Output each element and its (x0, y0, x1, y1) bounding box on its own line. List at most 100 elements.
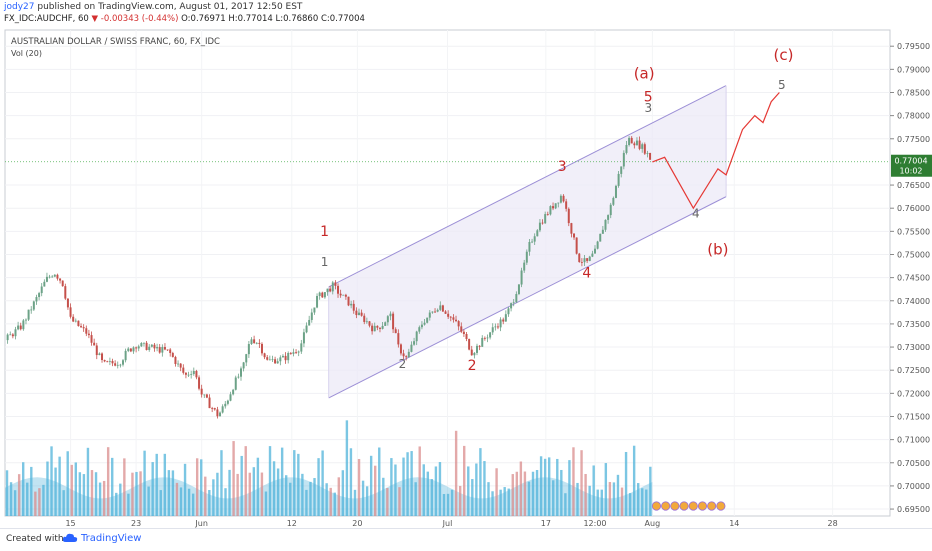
volume-bar (46, 461, 49, 516)
projection-path[interactable] (652, 92, 780, 210)
wave-label[interactable]: (a) (634, 65, 655, 83)
candle-body (434, 311, 437, 313)
volume-bar (527, 481, 531, 516)
volume-bar (86, 447, 90, 516)
candle-body (45, 276, 48, 282)
volume-bar (183, 463, 187, 516)
candle-body (287, 352, 290, 361)
candle-body (17, 325, 20, 330)
candle-body (184, 372, 187, 375)
price-chart[interactable]: 0.79500 0.79000 0.78500 0.78000 0.77500 0.765… (0, 28, 932, 528)
volume-bar (438, 462, 442, 516)
candle-body (174, 356, 177, 364)
candle-body (578, 253, 581, 263)
candle-body (373, 325, 376, 332)
wave-label[interactable]: 3 (558, 159, 567, 175)
channel-lower-line[interactable] (328, 196, 727, 399)
candle-body (384, 322, 387, 326)
candle-body (431, 311, 434, 313)
wave-label[interactable]: 2 (399, 357, 407, 371)
wave-label[interactable]: 3 (644, 101, 652, 115)
volume-bar (649, 466, 652, 516)
candle-body (489, 332, 492, 338)
tradingview-logo[interactable]: TradingView (62, 533, 141, 544)
candle-body (295, 352, 298, 354)
event-marker-icon[interactable] (707, 501, 717, 511)
wave-label[interactable]: (b) (707, 240, 728, 258)
candle-body (368, 321, 371, 326)
candle-body (237, 376, 240, 378)
candle-body (158, 347, 161, 353)
candle-body (14, 329, 17, 337)
volume-bar (450, 489, 454, 516)
candle-body (449, 316, 452, 318)
volume-bar (632, 445, 636, 516)
volume-bar (616, 474, 620, 516)
candle-body (426, 317, 429, 323)
candle-body (316, 295, 319, 308)
candle-body (59, 278, 62, 281)
wave-label[interactable]: 5 (778, 78, 786, 92)
wave-label[interactable]: 1 (320, 224, 329, 240)
event-marker-icon[interactable] (688, 501, 698, 511)
candle-body (580, 262, 583, 263)
y-tick-label: 0.79000 (897, 65, 930, 74)
candle-body (305, 325, 308, 333)
candle-body (397, 333, 400, 345)
volume-bar (471, 479, 474, 516)
event-markers[interactable] (651, 501, 726, 511)
candle-body (541, 222, 544, 224)
volume-bar (325, 483, 328, 516)
volume-bar (503, 487, 506, 516)
volume-bar (414, 482, 417, 516)
wave-label[interactable]: 5 (644, 90, 653, 106)
event-marker-icon[interactable] (651, 501, 662, 511)
event-marker-icon[interactable] (716, 501, 726, 511)
candle-body (56, 274, 59, 279)
volume-bar (94, 472, 98, 516)
wave-label[interactable]: (c) (773, 46, 793, 64)
event-marker-icon[interactable] (670, 501, 680, 511)
candle-body (326, 288, 329, 293)
candle-body (163, 347, 166, 350)
candle-body (234, 377, 237, 390)
volume-bar (349, 448, 353, 516)
candle-body (200, 388, 203, 395)
candle-body (205, 394, 208, 398)
volume-bar (252, 467, 256, 516)
candle-body (591, 253, 594, 257)
candle-body (11, 334, 14, 337)
candle-body (61, 280, 64, 287)
volume-bar (479, 448, 482, 516)
candle-body (365, 321, 368, 323)
candle-body (337, 285, 340, 294)
candle-body (177, 363, 180, 365)
volume-bar (163, 453, 167, 516)
candle-body (284, 355, 287, 361)
candle-body (103, 360, 106, 362)
volume-bar (645, 489, 648, 516)
event-marker-icon[interactable] (661, 501, 671, 511)
wave-label[interactable]: 4 (582, 266, 591, 282)
candle-body (531, 241, 534, 243)
candle-body (496, 326, 499, 328)
candle-body (622, 152, 625, 167)
chart-title: AUSTRALIAN DOLLAR / SWISS FRANC, 60, FX_… (11, 37, 220, 47)
wave-label[interactable]: 1 (321, 255, 329, 269)
volume-bar (26, 482, 29, 516)
y-tick-label: 0.78000 (897, 112, 930, 121)
candle-body (276, 361, 279, 364)
candle-body (594, 248, 596, 254)
wave-label[interactable]: 2 (468, 358, 477, 374)
volume-bar (426, 471, 430, 516)
volume-bar (200, 459, 203, 516)
candle-body (528, 242, 531, 252)
event-marker-icon[interactable] (697, 501, 708, 511)
x-tick-label: Aug (645, 519, 661, 528)
volume-bar (301, 473, 304, 516)
channel-upper-line[interactable] (328, 85, 727, 288)
author-link[interactable]: jody27 (4, 2, 35, 12)
event-marker-icon[interactable] (679, 501, 689, 511)
wave-label[interactable]: 4 (692, 206, 700, 220)
candle-body (308, 319, 311, 326)
